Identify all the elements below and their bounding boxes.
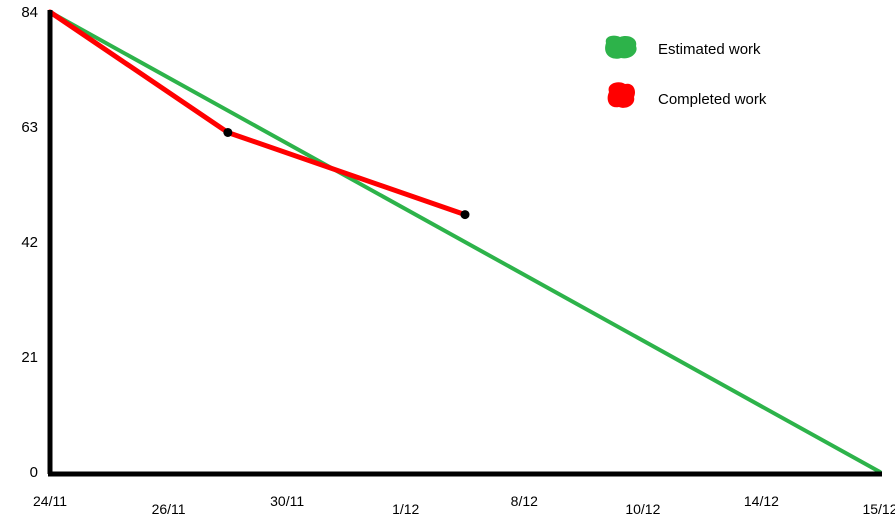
x-tick-label: 8/12 <box>511 493 538 509</box>
legend-label-completed: Completed work <box>658 91 767 108</box>
legend-item-completed: Completed work <box>607 82 767 108</box>
completed-work-point <box>223 127 233 137</box>
y-tick-label: 63 <box>21 119 38 136</box>
x-tick-label: 10/12 <box>625 501 660 517</box>
y-tick-label: 21 <box>21 349 38 366</box>
y-tick-label: 0 <box>30 464 38 481</box>
legend: Estimated work Completed work <box>605 35 767 108</box>
x-tick-label: 26/11 <box>152 501 186 517</box>
y-tick-label: 84 <box>21 4 38 21</box>
legend-item-estimated: Estimated work <box>605 35 761 59</box>
legend-swatch-completed <box>607 82 635 108</box>
x-tick-label: 24/11 <box>33 493 67 509</box>
x-tick-label: 30/11 <box>270 493 304 509</box>
completed-work-point <box>460 210 470 220</box>
x-tick-label: 1/12 <box>392 501 419 517</box>
x-tick-labels: 24/11 26/11 30/11 1/12 8/12 10/12 14/12 15/12 <box>33 493 895 517</box>
y-tick-labels: 0 21 42 63 84 <box>21 4 38 481</box>
series-line-completed <box>47 9 468 218</box>
y-tick-label: 42 <box>21 234 38 251</box>
axes-layer <box>47 10 882 477</box>
x-tick-label: 15/12 <box>862 501 895 517</box>
legend-label-estimated: Estimated work <box>658 41 761 58</box>
series-layer <box>47 9 882 474</box>
series-line-estimated <box>48 10 882 474</box>
x-tick-label: 14/12 <box>744 493 779 509</box>
legend-swatch-estimated <box>605 35 637 59</box>
